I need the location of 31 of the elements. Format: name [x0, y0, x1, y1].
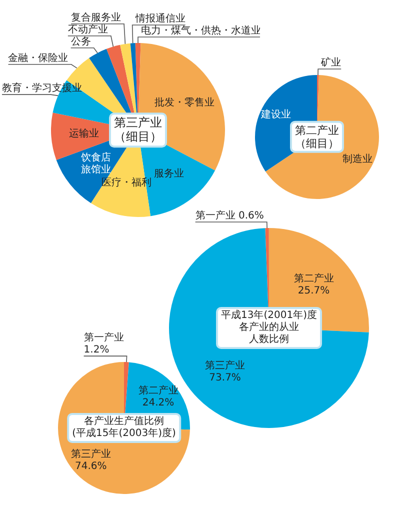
slice-label: 批发・零售业 [154, 96, 215, 108]
slice-label: 复合服务业 [71, 11, 122, 24]
slice-label: 第三产业 [70, 448, 111, 460]
slice-label: 金融・保险业 [8, 52, 68, 64]
text: 平成13年(2001年)度 [221, 310, 317, 322]
slice-label: 服务业 [154, 168, 184, 180]
text: （细目） [114, 130, 162, 144]
slice-label: 建设业 [260, 108, 291, 121]
slice-label: 不动产业 [68, 23, 108, 36]
slice-label: 情报通信业 [134, 12, 186, 25]
slice-label: 公务 [70, 35, 91, 48]
slice-label: 第二产业 [138, 384, 178, 397]
data-label: 1.2% [84, 344, 110, 356]
slice-label: 制造业 [342, 153, 373, 166]
text: 各产业的从业人数比例 [238, 322, 300, 346]
text: 各产业生产值比例 [83, 416, 165, 428]
data-label: 25.7% [298, 286, 330, 297]
data-label: 24.2% [142, 398, 174, 409]
slice-label: 饮食店旅馆业 [80, 151, 111, 176]
text: 第三产业 [114, 116, 162, 130]
data-label: 73.7% [209, 372, 241, 384]
slice-label: 运输业 [69, 128, 100, 140]
slice-label: 第一产业 0.6% [195, 210, 264, 222]
slice-label: 第三产业 [205, 359, 246, 372]
text: 第二产业 [295, 124, 339, 137]
text: （细目） [295, 137, 339, 150]
slice-label: 矿业 [320, 56, 342, 69]
slice-label: 第一产业 [84, 332, 124, 344]
data-label: 74.6% [75, 460, 107, 472]
slice-label: 第二产业 [294, 272, 334, 285]
text: (平成15年(2003年)度) [72, 428, 176, 440]
